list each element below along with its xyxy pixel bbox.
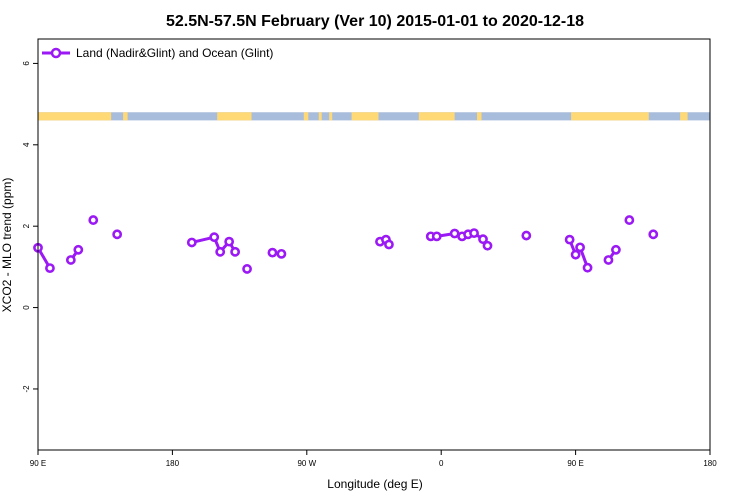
data-point <box>521 230 532 241</box>
land-band <box>329 112 333 121</box>
data-point <box>648 229 659 240</box>
y-axis-label: XCO2 - MLO trend (ppm) <box>0 178 14 313</box>
data-point <box>215 246 226 257</box>
data-point <box>582 262 593 273</box>
data-point <box>276 248 287 259</box>
x-tick-label: 90 E <box>567 459 583 468</box>
x-axis-label: Longitude (deg E) <box>327 477 422 491</box>
data-point <box>611 244 621 255</box>
land-band <box>418 112 455 121</box>
data-point <box>469 228 479 239</box>
data-point <box>242 264 252 274</box>
y-tick-label: 0 <box>22 305 31 310</box>
data-point <box>65 255 76 265</box>
y-tick-label: -2 <box>22 385 31 393</box>
y-tick-label: 4 <box>22 142 31 147</box>
data-point <box>624 215 635 225</box>
x-tick-label: 0 <box>439 459 444 468</box>
data-point <box>209 232 220 243</box>
y-axis-ticks: -2 0 2 4 6 <box>22 61 38 393</box>
data-point <box>267 247 278 258</box>
land-band <box>123 112 128 121</box>
legend-label: Land (Nadir&Glint) and Ocean (Glint) <box>76 46 273 60</box>
land-band <box>303 112 309 121</box>
data-point <box>45 263 55 274</box>
series-points <box>33 215 659 274</box>
legend-marker-swatch <box>50 47 62 59</box>
data-point <box>575 242 585 253</box>
data-point <box>564 234 575 245</box>
x-tick-label: 90 E <box>30 459 46 468</box>
x-axis-ticks: 90 E 180 90 W 0 90 E 180 <box>30 450 717 468</box>
data-point <box>570 249 581 260</box>
land-band <box>38 112 112 121</box>
land-band <box>318 112 322 121</box>
land-band <box>477 112 482 121</box>
data-point <box>482 240 493 251</box>
x-tick-label: 180 <box>703 459 717 468</box>
land-ocean-strip <box>38 112 710 121</box>
data-point <box>449 228 460 239</box>
legend: Land (Nadir&Glint) and Ocean (Glint) <box>42 46 273 60</box>
x-tick-label: 180 <box>166 459 180 468</box>
plot-frame <box>37 38 711 451</box>
x-tick-label: 90 W <box>297 459 316 468</box>
data-point <box>230 246 241 257</box>
y-tick-label: 6 <box>22 61 31 66</box>
data-point <box>603 255 614 265</box>
land-band <box>351 112 379 121</box>
data-point <box>186 237 197 248</box>
land-band <box>680 112 688 121</box>
chart-title: 52.5N-57.5N February (Ver 10) 2015-01-01… <box>166 13 584 30</box>
data-point <box>384 239 394 250</box>
y-tick-label: 2 <box>22 223 31 228</box>
data-point <box>73 244 84 255</box>
data-point <box>112 229 123 240</box>
data-point <box>88 215 99 225</box>
land-band <box>571 112 649 121</box>
data-point <box>431 231 442 242</box>
data-point <box>478 234 488 245</box>
data-point <box>224 236 235 247</box>
land-band <box>217 112 252 121</box>
